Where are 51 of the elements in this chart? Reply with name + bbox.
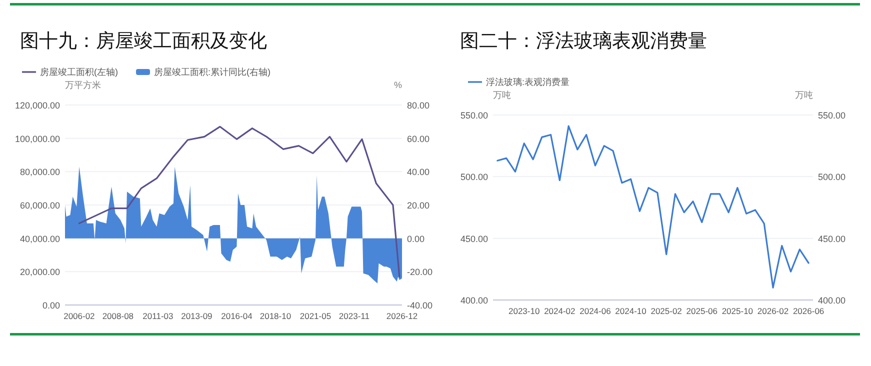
y2-axis-title: % [394, 80, 402, 90]
y-tick-label: 80,000.00 [20, 167, 60, 178]
line-series [496, 125, 810, 288]
y2-tick-label: -20.00 [407, 267, 433, 278]
x-tick-label: 2025-06 [686, 306, 718, 316]
x-tick-label: 2016-04 [221, 311, 253, 321]
y2-tick-label: 450.00 [818, 234, 846, 244]
y2-tick-label: 40.00 [407, 167, 430, 178]
x-tick-label: 2025-02 [650, 306, 682, 316]
y-tick-label: 450.00 [460, 234, 488, 244]
y-tick-label: 0.00 [42, 300, 60, 310]
y-tick-label: 400.00 [460, 296, 488, 306]
y2-tick-label: 60.00 [407, 134, 430, 144]
y2-tick-label: 400.00 [818, 296, 846, 306]
y2-axis-title: 万吨 [795, 90, 813, 100]
legend-label: 浮法玻璃:表观消费量 [486, 77, 570, 87]
chart-title: 图十九：房屋竣工面积及变化 [20, 30, 267, 52]
x-tick-label: 2024-02 [544, 306, 576, 316]
y-tick-label: 40,000.00 [20, 234, 60, 244]
chart-title: 图二十：浮法玻璃表观消费量 [460, 30, 707, 52]
x-tick-label: 2023-10 [508, 306, 540, 316]
x-tick-label: 2021-05 [300, 311, 332, 321]
y2-tick-label: 80.00 [407, 100, 430, 110]
y2-tick-label: 0.00 [407, 234, 425, 244]
line-series [78, 126, 400, 278]
y-tick-label: 20,000.00 [20, 267, 60, 278]
x-tick-label: 2013-09 [181, 311, 213, 321]
x-tick-label: 2018-10 [260, 311, 292, 321]
x-tick-label: 2026-12 [386, 311, 418, 321]
y-tick-label: 60,000.00 [20, 200, 60, 210]
x-tick-label: 2023-11 [338, 311, 370, 321]
x-tick-label: 2024-06 [580, 306, 612, 316]
x-tick-label: 2024-10 [615, 306, 647, 316]
x-tick-label: 2026-06 [792, 306, 824, 316]
x-tick-label: 2011-03 [142, 311, 174, 321]
y-tick-label: 550.00 [460, 110, 488, 120]
y-tick-label: 500.00 [460, 172, 488, 182]
x-tick-label: 2025-10 [722, 306, 754, 316]
y2-tick-label: 550.00 [818, 110, 846, 120]
y-tick-label: 100,000.00 [14, 134, 60, 144]
x-tick-label: 2026-02 [757, 306, 789, 316]
y-tick-label: 120,000.00 [14, 100, 60, 110]
y-axis-title: 万平方米 [65, 80, 101, 90]
legend-label: 房屋竣工面积:累计同比(右轴) [154, 67, 270, 77]
x-tick-label: 2006-02 [64, 311, 96, 321]
legend-label: 房屋竣工面积(左轴) [40, 67, 118, 77]
y-axis-title: 万吨 [493, 90, 511, 100]
y2-tick-label: 20.00 [407, 200, 430, 210]
y2-tick-label: 500.00 [818, 172, 846, 182]
y2-tick-label: -40.00 [407, 300, 433, 310]
x-tick-label: 2008-08 [102, 311, 134, 321]
